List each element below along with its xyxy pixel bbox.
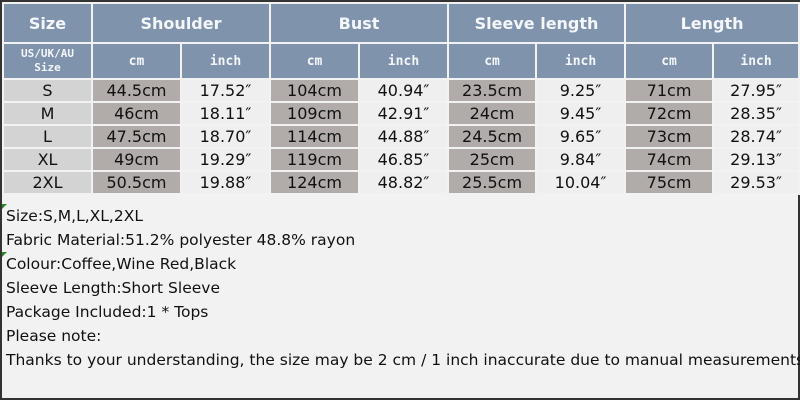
inch-cell: 9.84″ xyxy=(535,147,627,172)
cm-cell: 75cm xyxy=(624,170,715,195)
table-row: S 44.5cm 17.52″ 104cm 40.94″ 23.5cm 9.25″ 71cm 2… xyxy=(2,78,800,103)
cm-cell: 71cm xyxy=(624,78,715,103)
inch-cell: 19.29″ xyxy=(179,147,272,172)
cm-cell: 46cm xyxy=(91,101,182,126)
size-table: Size Shoulder Bust Sleeve length Length … xyxy=(2,2,800,195)
note-line: Size:S,M,L,XL,2XL xyxy=(6,207,143,225)
cm-cell: 73cm xyxy=(624,124,715,149)
table-row: M 46cm 18.11″ 109cm 42.91″ 24cm 9.45″ 72cm 28.35… xyxy=(2,101,800,126)
inch-cell: 19.88″ xyxy=(179,170,272,195)
cm-cell: 24.5cm xyxy=(447,124,538,149)
cell-comment-marker xyxy=(2,252,7,257)
cm-cell: 50.5cm xyxy=(91,170,182,195)
header-size: Size xyxy=(2,2,93,44)
product-notes: Size:S,M,L,XL,2XL Fabric Material:51.2% p… xyxy=(6,204,800,372)
size-cell: L xyxy=(2,124,93,149)
cm-cell: 104cm xyxy=(269,78,361,103)
size-cell: XL xyxy=(2,147,93,172)
inch-cell: 29.13″ xyxy=(712,147,800,172)
table-row: 2XL 50.5cm 19.88″ 124cm 48.82″ 25.5cm 10.04″ 75… xyxy=(2,170,800,195)
note-line: Colour:Coffee,Wine Red,Black xyxy=(6,255,237,273)
note-line: Sleeve Length:Short Sleeve xyxy=(6,279,220,297)
header-length: Length xyxy=(624,2,800,44)
inch-cell: 42.91″ xyxy=(358,101,450,126)
cm-cell: 114cm xyxy=(269,124,361,149)
cm-cell: 49cm xyxy=(91,147,182,172)
size-region-label: US/UK/AU xyxy=(21,47,74,60)
inch-cell: 10.04″ xyxy=(535,170,627,195)
unit-inch: inch xyxy=(712,42,800,80)
inch-cell: 28.74″ xyxy=(712,124,800,149)
cm-cell: 74cm xyxy=(624,147,715,172)
table-row: XL 49cm 19.29″ 119cm 46.85″ 25cm 9.84″ 74cm 29.1… xyxy=(2,147,800,172)
cm-cell: 124cm xyxy=(269,170,361,195)
cm-cell: 109cm xyxy=(269,101,361,126)
inch-cell: 9.25″ xyxy=(535,78,627,103)
size-cell: 2XL xyxy=(2,170,93,195)
inch-cell: 9.65″ xyxy=(535,124,627,149)
cm-cell: 23.5cm xyxy=(447,78,538,103)
note-line: Package Included:1 * Tops xyxy=(6,303,209,321)
unit-cm: cm xyxy=(624,42,715,80)
header-sleeve-length: Sleeve length xyxy=(447,2,627,44)
inch-cell: 46.85″ xyxy=(358,147,450,172)
inch-cell: 48.82″ xyxy=(358,170,450,195)
inch-cell: 18.11″ xyxy=(179,101,272,126)
table-row: L 47.5cm 18.70″ 114cm 44.88″ 24.5cm 9.65″ 73cm 2… xyxy=(2,124,800,149)
cell-comment-marker xyxy=(2,204,7,209)
size-cell: M xyxy=(2,101,93,126)
note-line: Please note: xyxy=(6,327,102,345)
cm-cell: 24cm xyxy=(447,101,538,126)
inch-cell: 40.94″ xyxy=(358,78,450,103)
header-bust: Bust xyxy=(269,2,450,44)
inch-cell: 9.45″ xyxy=(535,101,627,126)
size-subheader: US/UK/AU Size xyxy=(2,42,93,80)
unit-cm: cm xyxy=(91,42,182,80)
unit-inch: inch xyxy=(535,42,627,80)
unit-inch: inch xyxy=(179,42,272,80)
note-line: Fabric Material:51.2% polyester 48.8% ra… xyxy=(6,231,356,249)
inch-cell: 18.70″ xyxy=(179,124,272,149)
inch-cell: 44.88″ xyxy=(358,124,450,149)
cm-cell: 47.5cm xyxy=(91,124,182,149)
unit-cm: cm xyxy=(269,42,361,80)
note-line: Thanks to your understanding, the size m… xyxy=(6,351,800,369)
header-row: Size Shoulder Bust Sleeve length Length xyxy=(2,2,800,44)
inch-cell: 29.53″ xyxy=(712,170,800,195)
cm-cell: 72cm xyxy=(624,101,715,126)
unit-inch: inch xyxy=(358,42,450,80)
cm-cell: 25.5cm xyxy=(447,170,538,195)
unit-cm: cm xyxy=(447,42,538,80)
inch-cell: 27.95″ xyxy=(712,78,800,103)
cm-cell: 119cm xyxy=(269,147,361,172)
size-cell: S xyxy=(2,78,93,103)
inch-cell: 28.35″ xyxy=(712,101,800,126)
header-shoulder: Shoulder xyxy=(90,2,272,44)
cm-cell: 25cm xyxy=(447,147,538,172)
cm-cell: 44.5cm xyxy=(91,78,182,103)
size-label: Size xyxy=(34,61,61,74)
inch-cell: 17.52″ xyxy=(179,78,272,103)
unit-row: US/UK/AU Size cm inch cm inch cm inch cm inch xyxy=(2,42,800,80)
